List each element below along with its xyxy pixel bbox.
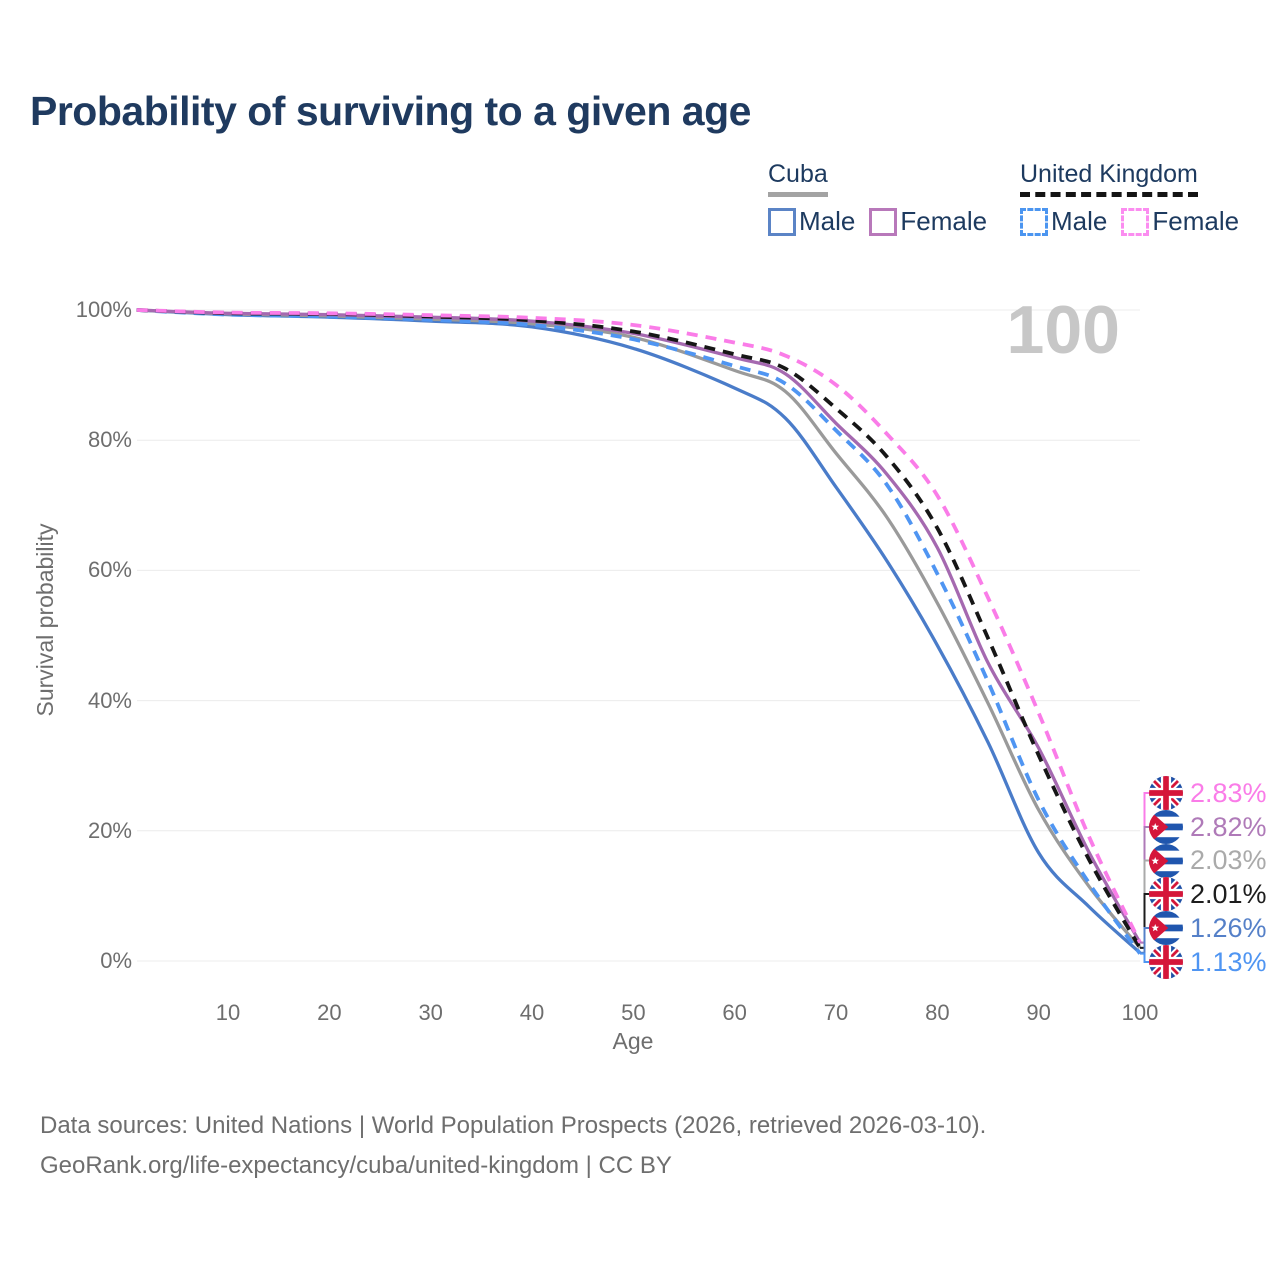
cuba-flag-icon [1149, 843, 1183, 878]
footer: Data sources: United Nations | World Pop… [40, 1106, 986, 1186]
legend-item-uk-female[interactable]: Female [1121, 206, 1239, 237]
x-tick-label: 80 [925, 1000, 950, 1025]
legend-swatch-cuba-male-icon[interactable] [768, 207, 796, 236]
legend-item-cuba-male[interactable]: Male [768, 206, 855, 237]
end-label-value: 1.26% [1190, 912, 1267, 943]
legend-label-uk-male[interactable]: Male [1051, 206, 1108, 236]
y-tick-label: 100% [75, 297, 132, 322]
x-tick-label: 40 [519, 1000, 545, 1025]
legend-swatch-cuba-female-icon[interactable] [869, 207, 898, 236]
x-tick-label: 10 [215, 1000, 241, 1025]
curve-cuba-total[interactable] [136, 308, 1142, 949]
end-label-value: 2.83% [1190, 777, 1267, 808]
curve-uk-total[interactable] [136, 308, 1142, 949]
end-label-row-uk-2.01: 2.01% [1149, 877, 1267, 911]
x-tick-label: 50 [621, 1000, 646, 1025]
uk-flag-icon [1149, 945, 1183, 979]
x-tick-label: 90 [1026, 1000, 1051, 1025]
legend-label-uk-female[interactable]: Female [1152, 206, 1240, 236]
legend-group-cuba: Cuba Male Female [768, 160, 987, 237]
legend-label-cuba-male[interactable]: Male [799, 206, 856, 236]
legend-swatch-uk-male-icon[interactable] [1020, 207, 1048, 236]
x-tick-label: 30 [418, 1000, 443, 1025]
end-label-leader-lines [1140, 792, 1151, 963]
legend-group-united-kingdom: United Kingdom Male Female [1020, 160, 1239, 237]
end-label-row-uk-1.13: 1.13% [1149, 945, 1267, 979]
legend-country-cuba[interactable]: Cuba [768, 160, 828, 197]
end-label-value: 2.82% [1190, 811, 1267, 842]
cuba-flag-icon [1149, 911, 1183, 945]
x-tick-label: 70 [823, 1000, 849, 1025]
end-label-row-cuba-2.03: 2.03% [1149, 843, 1267, 878]
uk-flag-icon [1149, 776, 1183, 810]
y-tick-label: 60% [87, 557, 132, 583]
page-title: Probability of surviving to a given age [30, 88, 751, 134]
end-label-row-uk-2.83: 2.83% [1149, 776, 1267, 810]
age-counter-watermark: 100 [1006, 292, 1120, 368]
legend-country-united-kingdom[interactable]: United Kingdom [1020, 160, 1198, 197]
legend-swatch-uk-female-icon[interactable] [1121, 207, 1150, 236]
leader-line-uk [1140, 893, 1151, 949]
end-label-row-cuba-2.82: 2.82% [1149, 810, 1267, 844]
footer-attribution: GeoRank.org/life-expectancy/cuba/united-… [40, 1152, 672, 1179]
gridlines [137, 309, 1140, 962]
y-tick-label: 80% [87, 427, 132, 453]
leader-line-uk [1140, 952, 1151, 963]
curve-cuba-female[interactable] [136, 308, 1142, 944]
y-tick-label: 0% [100, 948, 132, 973]
cuba-flag-icon [1149, 810, 1183, 844]
end-label-value: 2.03% [1190, 845, 1267, 875]
x-tick-label: 60 [722, 1000, 747, 1025]
curve-cuba-male[interactable] [136, 308, 1142, 955]
y-tick-label: 20% [87, 817, 132, 843]
y-tick-label: 40% [87, 687, 132, 713]
legend-item-uk-male[interactable]: Male [1020, 206, 1107, 237]
x-axis-title: Age [612, 1028, 654, 1054]
curve-uk-male[interactable] [136, 308, 1142, 955]
legend-item-cuba-female[interactable]: Female [869, 206, 987, 237]
x-tick-label: 20 [317, 1000, 342, 1025]
x-tick-label: 100 [1121, 1000, 1159, 1025]
curve-uk-female[interactable] [136, 308, 1142, 944]
end-label-value: 2.01% [1190, 878, 1267, 909]
legend-label-cuba-female[interactable]: Female [900, 206, 988, 236]
uk-flag-icon [1149, 877, 1183, 911]
end-label-row-cuba-1.26: 1.26% [1149, 911, 1267, 945]
footer-data-sources: Data sources: United Nations | World Pop… [40, 1112, 987, 1139]
end-label-value: 1.13% [1190, 946, 1267, 977]
